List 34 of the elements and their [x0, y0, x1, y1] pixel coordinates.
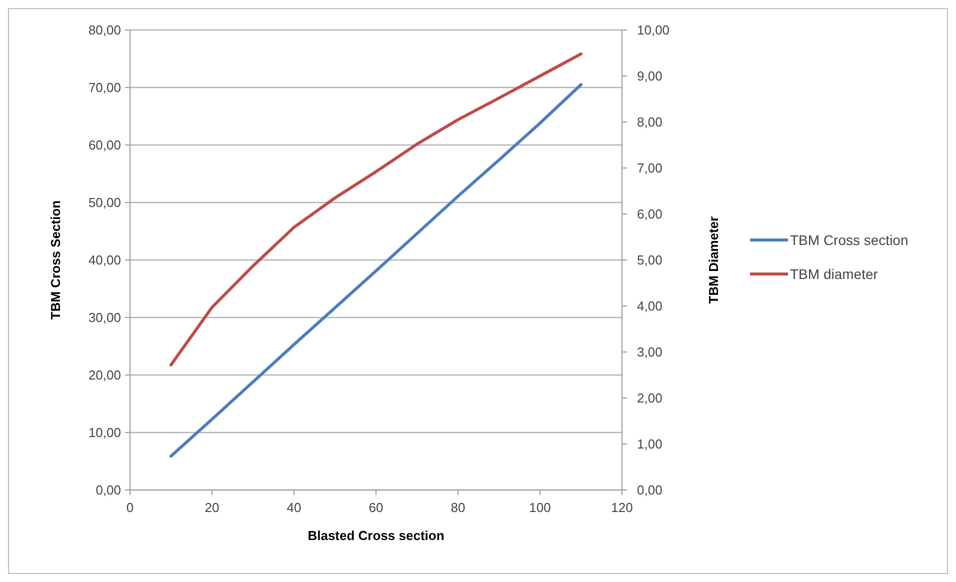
y-tick-label: 70,00 — [88, 80, 121, 96]
y2-tick-label: 7,00 — [637, 160, 662, 176]
y2-tick-label: 8,00 — [637, 114, 662, 130]
y2-tick-label: 0,00 — [637, 482, 662, 498]
x-tick-label: 100 — [529, 500, 551, 515]
y2-tick-label: 1,00 — [637, 436, 662, 452]
y2-tick-label: 4,00 — [637, 298, 662, 314]
line-series — [170, 83, 582, 458]
y2-tick-label: 9,00 — [637, 68, 662, 84]
x-tick-label: 60 — [368, 500, 384, 515]
legend-label: TBM Cross section — [790, 232, 908, 248]
line-series — [170, 52, 582, 366]
x-tick-label: 80 — [450, 500, 466, 515]
y-tick-label: 20,00 — [88, 368, 121, 383]
y-tick-label: 30,00 — [88, 310, 121, 326]
y2-tick-label: 10,00 — [637, 22, 670, 38]
y-tick-label: 40,00 — [88, 252, 121, 268]
y2-tick-label: 5,00 — [637, 252, 662, 268]
x-axis-title: Blasted Cross section — [308, 528, 444, 543]
y-tick-label: 60,00 — [88, 138, 121, 153]
y2-axis-title: TBM Diameter — [706, 216, 721, 304]
y2-tick-label: 6,00 — [637, 206, 662, 222]
y-tick-label: 0,00 — [96, 482, 121, 498]
y-tick-label: 50,00 — [88, 195, 121, 210]
y-tick-label: 80,00 — [88, 22, 121, 38]
x-tick-label: 120 — [611, 500, 633, 515]
y-tick-label: 10,00 — [88, 425, 121, 440]
x-tick-label: 0 — [126, 500, 134, 515]
y2-tick-label: 3,00 — [637, 344, 662, 360]
x-tick-label: 40 — [286, 500, 302, 515]
y-axis-title: TBM Cross Section — [48, 200, 63, 320]
x-tick-label: 20 — [204, 500, 220, 515]
y2-tick-label: 2,00 — [637, 390, 662, 406]
legend-label: TBM diameter — [790, 266, 878, 282]
